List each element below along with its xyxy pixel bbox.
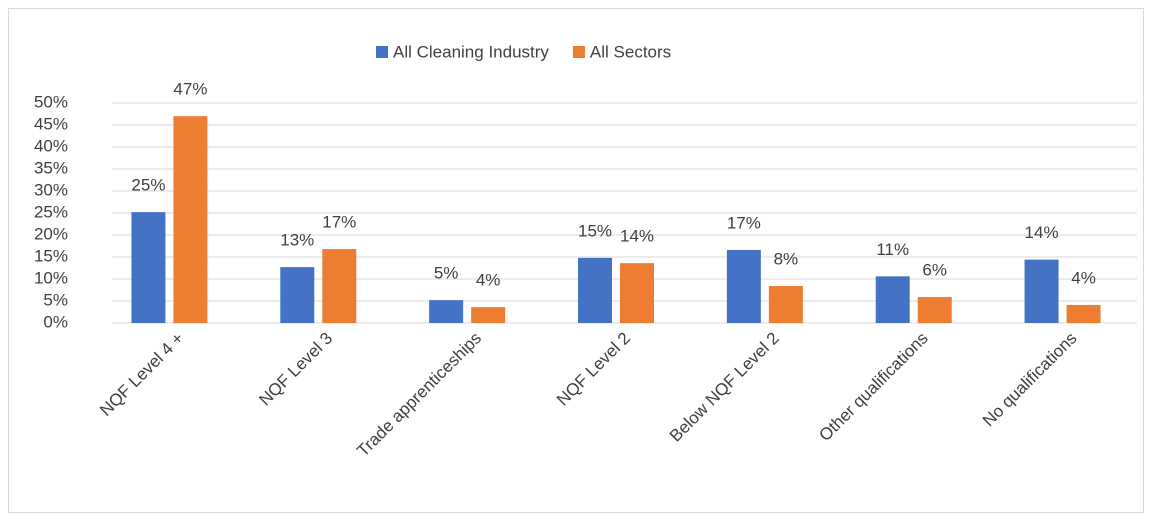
value-label: 15%	[578, 221, 612, 240]
bar	[173, 116, 208, 323]
bar	[620, 263, 654, 323]
y-tick-label: 30%	[34, 180, 68, 199]
legend-swatch	[572, 46, 585, 58]
bar	[322, 249, 357, 323]
bar	[917, 297, 952, 323]
bar	[1024, 259, 1059, 323]
legend-label: All Sectors	[590, 42, 671, 61]
y-tick-label: 45%	[34, 114, 68, 133]
y-tick-label: 5%	[43, 290, 68, 309]
value-label: 4%	[1071, 268, 1096, 287]
value-label: 13%	[280, 231, 314, 250]
bar	[875, 276, 910, 323]
value-label: 5%	[434, 264, 459, 283]
value-label: 25%	[131, 176, 165, 195]
y-tick-label: 0%	[43, 312, 68, 331]
y-tick-label: 10%	[34, 268, 68, 287]
y-tick-label: 40%	[34, 136, 68, 155]
bar	[429, 300, 464, 323]
legend-swatch	[376, 46, 388, 58]
y-tick-label: 25%	[34, 202, 68, 221]
y-tick-label: 15%	[34, 246, 68, 265]
value-label: 11%	[876, 240, 909, 259]
value-label: 17%	[322, 213, 356, 232]
value-label: 14%	[620, 227, 654, 246]
bar	[578, 257, 612, 323]
bar	[280, 267, 315, 323]
bar	[1066, 304, 1101, 323]
bar	[131, 212, 166, 323]
y-tick-label: 35%	[34, 158, 68, 177]
value-label: 14%	[1025, 223, 1059, 242]
value-label: 4%	[476, 271, 501, 290]
legend-label: All Cleaning Industry	[393, 42, 549, 61]
y-tick-label: 20%	[34, 224, 68, 243]
bar	[471, 307, 506, 323]
value-label: 17%	[727, 213, 761, 232]
bar	[768, 286, 803, 323]
value-label: 8%	[774, 250, 799, 269]
value-label: 6%	[922, 261, 947, 280]
value-label: 47%	[173, 80, 207, 99]
bar	[726, 249, 761, 323]
y-tick-label: 50%	[34, 92, 68, 111]
